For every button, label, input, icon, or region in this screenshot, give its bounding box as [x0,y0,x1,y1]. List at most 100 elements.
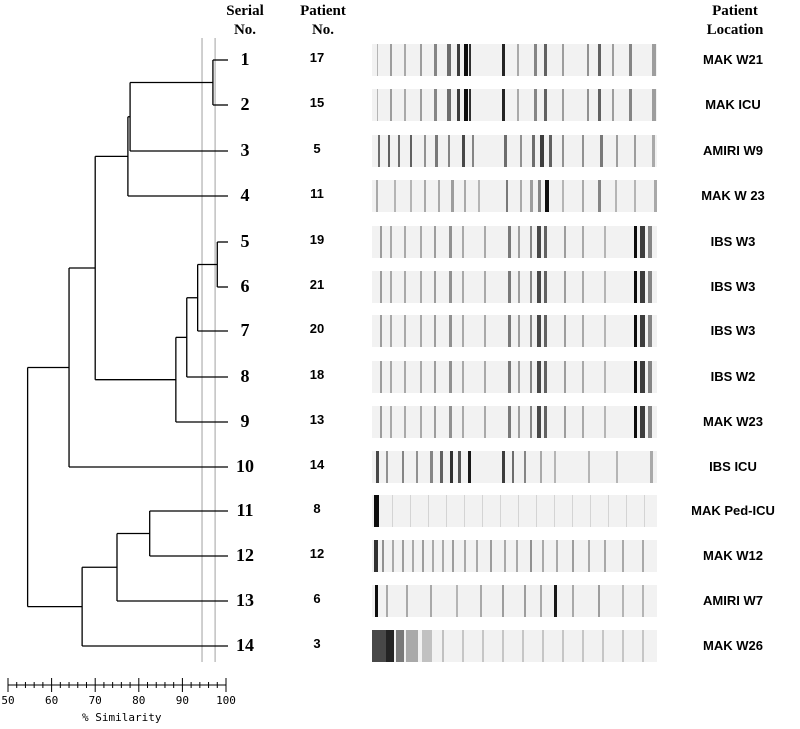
gel-band [554,451,556,483]
gel-lane [372,271,657,303]
patient-location: MAK W 23 [701,188,765,203]
gel-band [449,226,452,258]
gel-band [517,44,519,76]
gel-lane [372,585,657,617]
gel-band [410,135,412,167]
gel-band [544,226,547,258]
gel-band [476,540,478,572]
location-header-line1: Patient [712,3,758,19]
gel-band [442,540,444,572]
serial-number: 10 [236,456,254,476]
patient-number: 17 [309,50,325,65]
gel-band [404,361,406,393]
gel-band [572,495,573,527]
gel-band [392,495,393,527]
patient-number: 5 [313,141,321,156]
gel-band [502,585,504,617]
gel-lane-background [372,495,657,527]
gel-band [434,226,436,258]
gel-band [386,630,394,662]
gel-band [520,180,522,212]
gel-band [502,89,505,121]
gel-band [468,451,471,483]
gel-band [376,451,379,483]
gel-band [380,226,382,258]
gel-band [449,315,452,347]
gel-band [598,585,600,617]
gel-band [388,135,390,167]
gel-band [506,180,508,212]
gel-band [390,271,392,303]
patient-location: MAK W23 [703,414,763,429]
gel-band [544,406,547,438]
gel-band [642,585,644,617]
gel-band [457,89,460,121]
gel-band [430,451,433,483]
gel-band [404,271,406,303]
gel-band [482,630,484,662]
gel-band [434,315,436,347]
gel-band [508,361,511,393]
gel-band [502,630,504,662]
gel-band [654,180,657,212]
gel-band [434,406,436,438]
gel-band [634,361,637,393]
gel-band [652,44,656,76]
gel-band [374,540,378,572]
serial-number: 14 [236,635,254,655]
patient-header-line1: Patient [300,3,346,19]
gel-band [537,315,541,347]
gel-band [582,271,584,303]
gel-band [424,180,426,212]
gel-band [464,44,468,76]
gel-band [642,630,644,662]
gel-band [582,361,584,393]
gel-band [544,315,547,347]
patient-number: 6 [313,591,321,606]
gel-band [392,540,394,572]
serial-number: 8 [240,366,250,386]
patient-number: 8 [313,501,321,516]
axis-tick-label: 100 [216,694,236,707]
gel-band [622,585,624,617]
gel-band [449,361,452,393]
gel-band [390,361,392,393]
gel-band [634,271,637,303]
patient-location: AMIRI W9 [703,143,763,158]
patient-header: Patient No. [288,2,358,40]
gel-band [518,226,520,258]
gel-band [406,630,418,662]
gel-band [612,89,614,121]
axis-tick-label: 50 [1,694,14,707]
gel-band [530,180,533,212]
gel-band [556,540,558,572]
gel-lane [372,44,657,76]
gel-band [416,451,418,483]
gel-band [462,226,464,258]
gel-lane [372,315,657,347]
patient-number: 20 [309,321,325,336]
gel-band [377,44,378,76]
gel-band [434,361,436,393]
patient-location: IBS W3 [710,234,756,249]
gel-band [469,89,471,121]
gel-band [652,135,655,167]
gel-band [504,135,507,167]
gel-band [390,226,392,258]
gel-band [464,89,468,121]
gel-band [377,89,378,121]
gel-band [616,451,618,483]
patient-location: IBS ICU [709,459,757,474]
serial-number: 11 [236,500,254,520]
gel-band [634,135,636,167]
gel-band [451,180,454,212]
gel-band [604,271,606,303]
gel-band [642,540,644,572]
gel-band [520,135,522,167]
gel-band [634,226,637,258]
gel-band [537,226,541,258]
gel-band [648,315,652,347]
gel-band [544,271,547,303]
gel-band [554,585,557,617]
